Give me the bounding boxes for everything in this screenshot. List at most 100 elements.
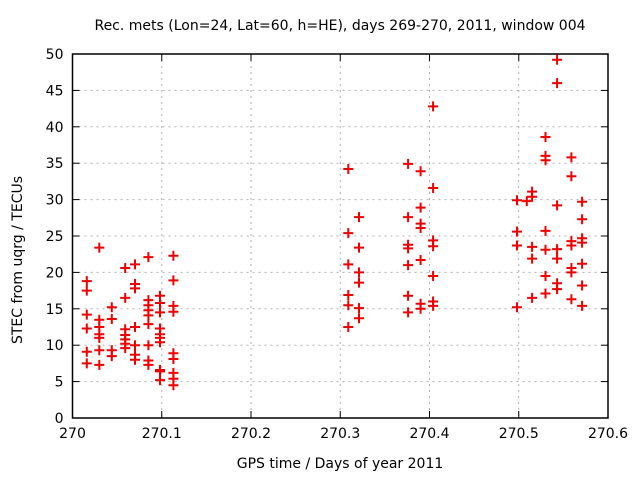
data-point-marker xyxy=(81,285,92,296)
data-point-marker xyxy=(577,280,588,291)
data-point-marker xyxy=(577,300,588,311)
data-point-marker xyxy=(94,359,105,370)
data-point-marker xyxy=(552,284,563,295)
data-point-marker xyxy=(403,243,414,254)
data-point-marker xyxy=(343,164,354,174)
data-points xyxy=(81,54,588,391)
y-tick-label: 35 xyxy=(46,156,64,172)
y-tick-label: 45 xyxy=(46,83,64,99)
x-tick-label: 270.4 xyxy=(409,426,449,442)
data-point-marker xyxy=(428,183,439,193)
data-point-marker xyxy=(512,302,522,313)
data-point-marker xyxy=(566,294,577,305)
data-point-marker xyxy=(540,225,551,236)
data-point-marker xyxy=(354,212,364,223)
data-point-marker xyxy=(403,307,414,318)
data-point-marker xyxy=(81,323,92,334)
data-point-marker xyxy=(415,255,426,265)
gridlines xyxy=(72,54,608,418)
data-point-marker xyxy=(106,314,117,324)
data-point-marker xyxy=(168,275,179,286)
data-point-marker xyxy=(415,202,426,213)
data-point-marker xyxy=(343,228,354,239)
data-point-marker xyxy=(130,283,140,294)
data-point-marker xyxy=(130,259,140,270)
data-point-marker xyxy=(354,267,364,278)
data-point-marker xyxy=(403,290,414,301)
data-point-marker xyxy=(415,166,426,177)
data-point-marker xyxy=(540,132,551,142)
data-point-marker xyxy=(81,358,92,369)
y-tick-label: 5 xyxy=(55,375,64,391)
data-point-marker xyxy=(552,78,563,89)
data-point-marker xyxy=(428,300,439,311)
y-tick-label: 30 xyxy=(46,193,64,209)
data-point-marker xyxy=(428,271,439,281)
data-point-marker xyxy=(428,101,439,112)
data-point-marker xyxy=(155,307,165,318)
y-tick-label: 10 xyxy=(46,338,64,354)
y-tick-labels: 0 5 10 15 20 25 30 35 40 45 50 xyxy=(46,47,64,427)
data-point-marker xyxy=(577,237,588,248)
data-point-marker xyxy=(143,310,154,321)
x-tick-label: 270.1 xyxy=(142,426,182,442)
data-point-marker xyxy=(143,359,154,370)
data-point-marker xyxy=(566,152,577,163)
data-point-marker xyxy=(106,302,117,313)
data-point-marker xyxy=(577,258,588,269)
data-point-marker xyxy=(577,196,588,207)
data-point-marker xyxy=(130,354,140,365)
data-point-marker xyxy=(403,260,414,271)
data-point-marker xyxy=(155,366,165,377)
data-point-marker xyxy=(354,313,364,324)
x-axis-label: GPS time / Days of year 2011 xyxy=(237,456,444,472)
data-point-marker xyxy=(512,240,522,251)
x-tick-label: 270 xyxy=(59,426,86,442)
data-point-marker xyxy=(552,54,563,65)
data-point-marker xyxy=(552,200,563,211)
data-point-marker xyxy=(527,292,538,303)
data-point-marker xyxy=(540,271,551,281)
data-point-marker xyxy=(512,195,522,206)
x-tick-label: 270.3 xyxy=(320,426,360,442)
data-point-marker xyxy=(143,319,154,330)
data-point-marker xyxy=(168,354,179,364)
data-point-marker xyxy=(343,322,354,332)
data-point-marker xyxy=(354,242,364,253)
data-point-marker xyxy=(521,196,532,207)
data-point-marker xyxy=(81,309,92,320)
data-point-marker xyxy=(428,241,439,252)
data-point-marker xyxy=(566,240,577,251)
y-tick-label: 25 xyxy=(46,229,64,245)
data-point-marker xyxy=(403,158,414,169)
data-point-marker xyxy=(155,337,165,348)
data-point-marker xyxy=(155,298,165,308)
data-point-marker xyxy=(130,322,140,332)
data-point-marker xyxy=(415,223,426,233)
data-point-marker xyxy=(343,300,354,311)
chart-title: Rec. mets (Lon=24, Lat=60, h=HE), days 2… xyxy=(94,18,585,34)
y-tick-label: 50 xyxy=(46,47,64,63)
plot-border xyxy=(71,53,609,419)
data-point-marker xyxy=(403,212,414,223)
y-tick-label: 20 xyxy=(46,265,64,281)
data-point-marker xyxy=(143,252,154,263)
data-point-marker xyxy=(120,263,131,273)
data-point-marker xyxy=(566,267,577,278)
data-point-marker xyxy=(81,346,92,357)
y-axis-label: STEC from uqrg / TECUs xyxy=(10,176,26,344)
x-tick-label: 270.6 xyxy=(588,426,628,442)
data-point-marker xyxy=(527,241,538,252)
data-point-marker xyxy=(143,340,154,351)
data-point-marker xyxy=(168,380,179,391)
data-point-marker xyxy=(527,191,538,202)
data-point-marker xyxy=(577,214,588,225)
y-tick-label: 40 xyxy=(46,120,64,136)
x-tick-label: 270.5 xyxy=(499,426,539,442)
data-point-marker xyxy=(343,290,354,300)
data-point-marker xyxy=(354,277,364,288)
data-point-marker xyxy=(94,345,105,356)
data-point-marker xyxy=(106,351,117,362)
